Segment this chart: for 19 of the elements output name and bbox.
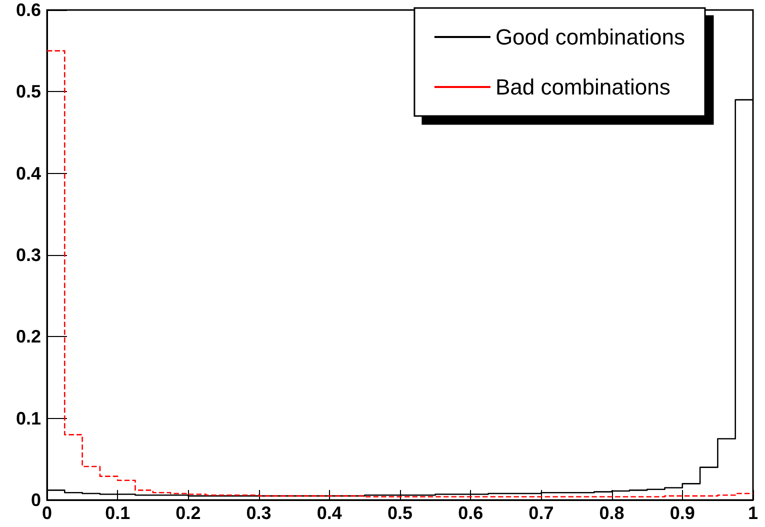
x-tick-label: 0.9 [670, 503, 695, 523]
x-tick-label: 0.5 [387, 503, 413, 523]
y-tick-label: 0.3 [16, 245, 41, 265]
y-tick-label: 0.6 [16, 0, 41, 20]
x-tick-label: 0.4 [316, 503, 342, 523]
y-tick-label: 0 [30, 490, 41, 510]
y-tick-label: 0.2 [16, 326, 41, 347]
legend-label: Bad combinations [495, 74, 670, 100]
x-tick-label: 0.7 [528, 503, 554, 523]
x-tick-label: 0.3 [246, 503, 272, 523]
x-tick-label: 1 [748, 503, 758, 523]
x-tick-label: 0.1 [105, 503, 130, 523]
y-tick-label: 0.5 [16, 82, 41, 102]
y-tick-label: 0.4 [16, 163, 41, 184]
x-tick-label: 0.6 [458, 503, 484, 523]
y-tick-label: 0.1 [16, 408, 41, 428]
x-tick-label: 0.2 [176, 503, 201, 523]
x-tick-label: 0.8 [599, 503, 624, 523]
legend-label: Good combinations [495, 24, 686, 50]
